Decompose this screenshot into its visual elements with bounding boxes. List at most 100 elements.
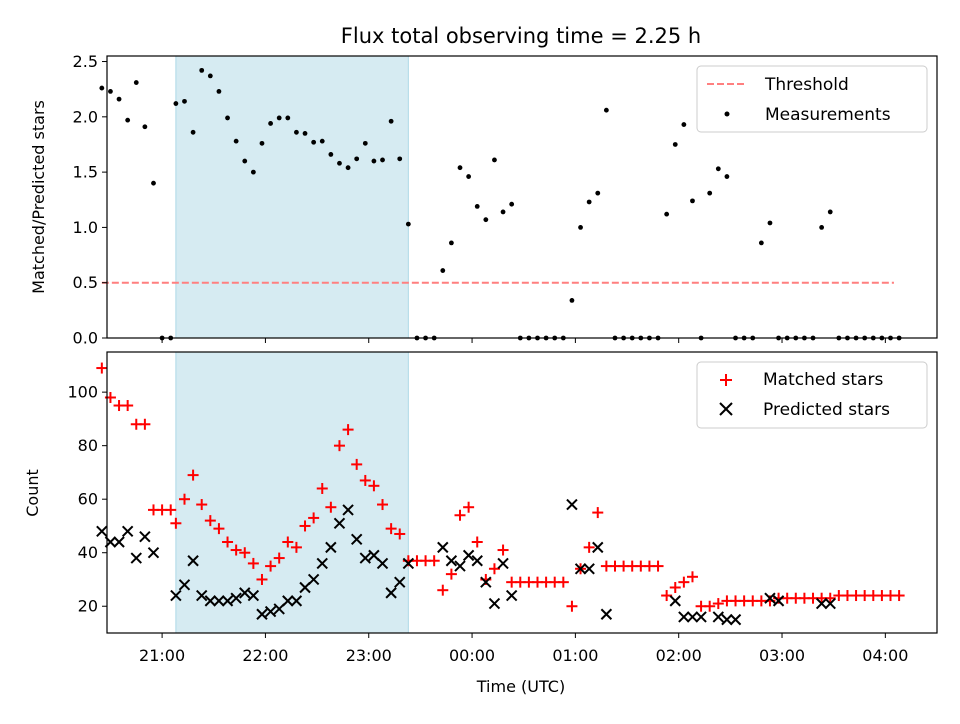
predicted-point bbox=[385, 587, 397, 599]
predicted-point bbox=[187, 555, 199, 567]
predicted-point bbox=[113, 536, 125, 548]
predicted-point bbox=[454, 560, 466, 572]
measurement-point bbox=[707, 190, 713, 196]
measurement-point bbox=[474, 204, 480, 209]
predicted-point bbox=[394, 576, 406, 588]
x-tick-label: 22:00 bbox=[242, 646, 288, 665]
measurement-point bbox=[116, 96, 122, 102]
matched-point bbox=[325, 501, 337, 513]
matched-point bbox=[385, 523, 397, 535]
predicted-point bbox=[497, 557, 509, 570]
predicted-point bbox=[686, 611, 699, 623]
matched-point bbox=[557, 576, 569, 588]
x-axis-label: Time (UTC) bbox=[476, 677, 565, 696]
count-panel: 20 40 60 80 100 21:00 22:00 23:00 00:00 01:00 02:0… bbox=[67, 351, 938, 665]
predicted-point bbox=[376, 557, 389, 570]
axes-frame bbox=[106, 55, 938, 339]
measurement-point bbox=[569, 298, 575, 303]
matched-point bbox=[290, 541, 302, 553]
observing-window-span bbox=[175, 55, 409, 339]
predicted-point bbox=[130, 552, 142, 564]
predicted-point bbox=[669, 595, 681, 607]
matched-point bbox=[273, 552, 285, 564]
legend-measurements-swatch bbox=[724, 111, 730, 117]
measurement-point bbox=[345, 165, 351, 171]
measurement-point bbox=[362, 140, 368, 146]
matched-point bbox=[704, 600, 716, 612]
matched-point bbox=[165, 504, 177, 516]
matched-point bbox=[497, 544, 509, 556]
predicted-point bbox=[712, 611, 725, 623]
predicted-point bbox=[824, 597, 836, 610]
predicted-point bbox=[359, 552, 372, 564]
measurement-point bbox=[259, 140, 265, 146]
predicted-point bbox=[239, 587, 251, 599]
predicted-point bbox=[600, 608, 613, 620]
predicted-point bbox=[282, 595, 294, 607]
measurement-point bbox=[354, 156, 360, 162]
predicted-point bbox=[462, 549, 475, 562]
observing-window-span bbox=[175, 351, 409, 634]
matched-point bbox=[265, 560, 277, 572]
measurement-point bbox=[595, 190, 601, 196]
axes-frame bbox=[106, 351, 938, 634]
predicted-point bbox=[678, 611, 690, 623]
matched-point bbox=[661, 590, 673, 602]
matched-point bbox=[299, 520, 311, 532]
matched-point bbox=[678, 576, 690, 588]
matched-point bbox=[368, 480, 380, 492]
measurement-point bbox=[603, 107, 609, 113]
predicted-point bbox=[230, 592, 242, 604]
matched-point bbox=[222, 536, 234, 548]
legend-matched-swatch bbox=[720, 374, 732, 386]
predicted-point bbox=[290, 595, 303, 607]
matched-point bbox=[893, 590, 905, 602]
measurement-point bbox=[337, 160, 342, 166]
predicted-point bbox=[196, 589, 208, 602]
matched-point bbox=[122, 400, 134, 412]
predicted-point bbox=[316, 557, 328, 570]
predicted-point bbox=[247, 589, 260, 602]
measurement-point bbox=[466, 174, 472, 179]
measurement-point bbox=[242, 158, 248, 164]
matched-point bbox=[566, 600, 578, 612]
measurement-point bbox=[371, 158, 377, 164]
matched-point bbox=[471, 536, 483, 548]
predicted-point bbox=[213, 595, 225, 607]
predicted-point bbox=[256, 608, 268, 620]
matched-point bbox=[583, 541, 595, 553]
predicted-point bbox=[772, 595, 785, 607]
matched-point bbox=[187, 469, 199, 481]
measurement-point bbox=[483, 217, 489, 223]
legend-top: Threshold Measurements bbox=[696, 65, 928, 133]
x-tick-label: 02:00 bbox=[656, 646, 702, 665]
y-axis-label-top: Matched/Predicted stars bbox=[29, 100, 48, 294]
x-tick-label: 01:00 bbox=[552, 646, 598, 665]
measurement-point bbox=[328, 152, 334, 157]
matched-point bbox=[377, 499, 389, 511]
predicted-point bbox=[592, 541, 604, 554]
y-tick-label: 1.5 bbox=[73, 163, 98, 182]
matched-point bbox=[256, 573, 268, 585]
measurement-point bbox=[509, 201, 515, 207]
matched-point bbox=[196, 499, 208, 511]
x-tick-label: 23:00 bbox=[346, 646, 392, 665]
matched-point bbox=[712, 598, 724, 610]
predicted-point bbox=[170, 589, 182, 602]
measurement-point bbox=[758, 240, 764, 246]
predicted-point bbox=[721, 613, 733, 626]
measurement-point bbox=[276, 115, 282, 121]
predicted-point bbox=[471, 555, 483, 567]
predicted-point bbox=[505, 589, 518, 602]
matched-point bbox=[213, 523, 225, 535]
matched-point bbox=[96, 362, 108, 374]
matched-point bbox=[239, 547, 251, 559]
measurement-point bbox=[108, 88, 113, 94]
predicted-point bbox=[480, 576, 492, 588]
matched-point bbox=[316, 482, 328, 494]
predicted-point bbox=[178, 579, 191, 591]
matched-point bbox=[247, 557, 259, 569]
measurement-point bbox=[151, 180, 156, 186]
measurement-point bbox=[285, 115, 291, 121]
